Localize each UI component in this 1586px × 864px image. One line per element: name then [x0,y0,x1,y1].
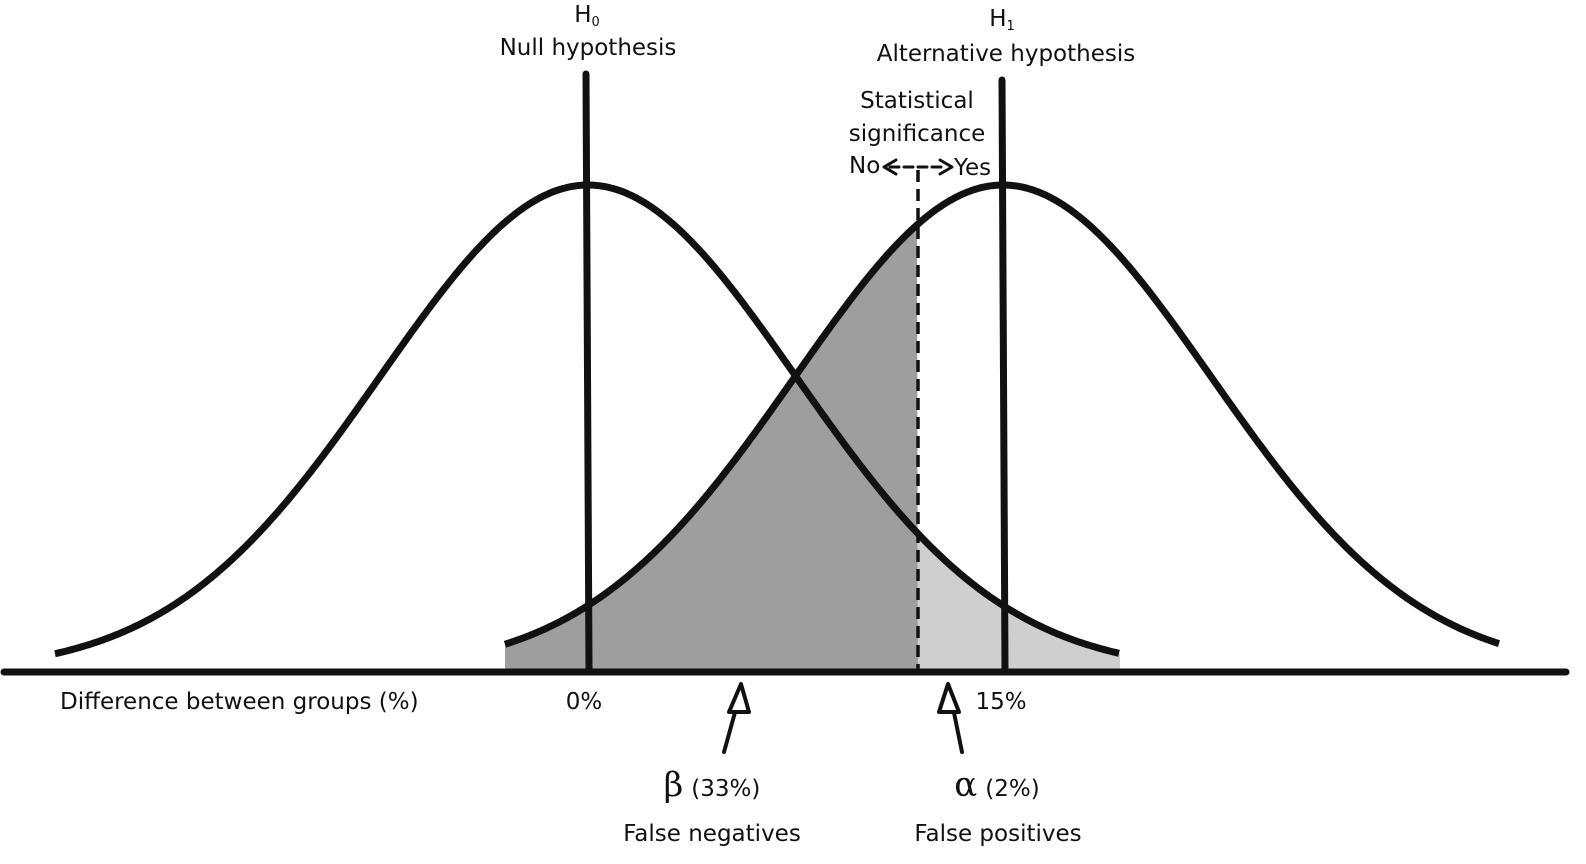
alternative-hypothesis-line [998,76,1009,674]
alpha-caption: False positives [914,821,1082,847]
alpha-symbol: α [954,765,978,805]
beta-caption: False negatives [623,821,801,847]
beta-label: β (33%) [664,768,761,802]
beta-area [505,224,918,672]
alpha-value: (2%) [985,776,1040,802]
alternative-hypothesis-label: Alternative hypothesis [876,41,1136,67]
null-hypothesis-label: Null hypothesis [499,35,677,61]
null-hypothesis-line [582,70,593,674]
alpha-area [918,533,1120,672]
alpha-label: α (2%) [954,768,1039,802]
alternative-hypothesis-symbol: H1 [989,6,1015,34]
significance-label-line1: Statistical [860,88,974,114]
alpha-arrow-icon [937,682,964,754]
significance-arrow [882,158,954,176]
significance-yes-label: Yes [954,155,992,181]
tick-null: 0% [565,689,603,715]
tick-alt: 15% [975,689,1027,715]
x-axis-label: Difference between groups (%) [60,689,419,715]
null-hypothesis-symbol: H0 [574,2,600,30]
beta-arrow-icon [722,682,751,754]
significance-label-line2: significance [848,121,986,147]
beta-symbol: β [663,765,684,805]
significance-no-label: No [849,153,881,179]
beta-value: (33%) [691,776,761,802]
